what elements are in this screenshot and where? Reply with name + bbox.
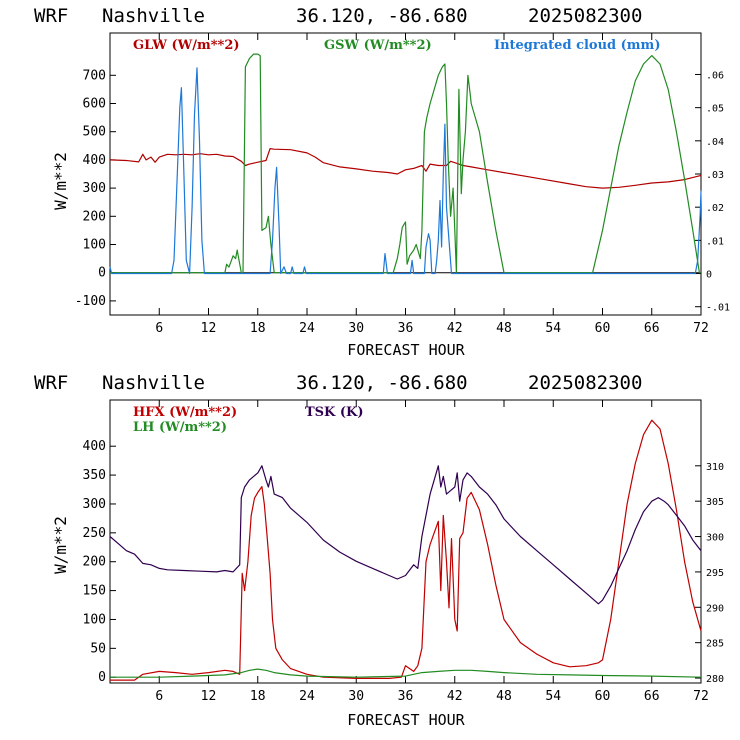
x-tick-label: 18: [250, 321, 266, 336]
radiation-cloud-chart: WRF Nashville 36.120, -86.680 2025082300…: [34, 5, 730, 359]
chart2-y2-axis: 280 285 290 295 300 305 310: [695, 462, 724, 685]
chart2-y-axis: 0 50 100 150 200 250 300 350 400: [83, 439, 116, 685]
x-tick-label: 12: [201, 321, 217, 336]
chart2-y-axis-label: W/m**2: [51, 516, 70, 574]
x-tick-label: 6: [155, 689, 163, 704]
chart2-run: 2025082300: [528, 372, 642, 394]
chart2-location: Nashville: [102, 372, 205, 394]
y-tick-label: 400: [83, 153, 106, 168]
y-tick-label: 700: [83, 68, 106, 83]
y2-tick-label: .05: [706, 104, 724, 115]
y2-tick-label: 300: [706, 533, 724, 544]
y-tick-label: 250: [83, 526, 106, 541]
x-tick-label: 30: [348, 321, 364, 336]
x-tick-label: 60: [595, 689, 611, 704]
y-tick-label: 500: [83, 125, 106, 140]
x-tick-label: 54: [545, 321, 561, 336]
chart1-y2-axis: -.01 0 .01 .02 .03 .04 .05 .06: [695, 70, 730, 314]
y-tick-label: 600: [83, 97, 106, 112]
y2-tick-label: -.01: [706, 303, 730, 314]
y2-tick-label: 285: [706, 639, 724, 650]
y-tick-label: 150: [83, 584, 106, 599]
x-tick-label: 6: [155, 321, 163, 336]
chart1-x-axis-label: FORECAST HOUR: [347, 341, 465, 359]
chart1-model: WRF: [34, 5, 68, 27]
y-tick-label: 350: [83, 468, 106, 483]
y2-tick-label: .01: [706, 236, 724, 247]
x-tick-label: 66: [644, 689, 660, 704]
y2-tick-label: .03: [706, 170, 724, 181]
x-tick-label: 36: [398, 321, 414, 336]
x-tick-label: 12: [201, 689, 217, 704]
y-tick-label: 0: [98, 266, 106, 281]
y-tick-label: 0: [98, 670, 106, 685]
y-tick-label: 300: [83, 497, 106, 512]
y2-tick-label: 0: [706, 270, 712, 281]
x-tick-label: 48: [496, 689, 512, 704]
chart1-x-axis: 6 12 18 24 30 36 42 48 54 60 66 72: [155, 33, 709, 336]
y-tick-label: 400: [83, 439, 106, 454]
chart1-coords: 36.120, -86.680: [296, 5, 468, 27]
flux-temperature-chart: WRF Nashville 36.120, -86.680 2025082300…: [34, 372, 724, 729]
legend-tsk: TSK (K): [305, 405, 364, 420]
y2-tick-label: .02: [706, 203, 724, 214]
y2-tick-label: .04: [706, 137, 724, 148]
y2-tick-label: 310: [706, 462, 724, 473]
chart2-model: WRF: [34, 372, 68, 394]
chart1-location: Nashville: [102, 5, 205, 27]
y-tick-label: -100: [75, 294, 106, 309]
x-tick-label: 18: [250, 689, 266, 704]
chart2-series: [109, 419, 702, 681]
legend-cloud: Integrated cloud (mm): [494, 38, 660, 53]
legend-hfx: HFX (W/m**2): [133, 405, 237, 420]
y-tick-label: 200: [83, 209, 106, 224]
chart2-x-axis: 6 12 18 24 30 36 42 48 54 60 66 72: [155, 400, 709, 704]
y2-tick-label: 290: [706, 603, 724, 614]
y2-tick-label: 295: [706, 568, 724, 579]
y2-tick-label: .06: [706, 70, 724, 81]
legend-gsw: GSW (W/m**2): [324, 38, 432, 53]
series-line-lh: [110, 668, 702, 678]
x-tick-label: 72: [693, 689, 709, 704]
y-tick-label: 100: [83, 238, 106, 253]
x-tick-label: 42: [447, 321, 463, 336]
legend-lh: LH (W/m**2): [133, 420, 227, 435]
x-tick-label: 66: [644, 321, 660, 336]
y-tick-label: 300: [83, 181, 106, 196]
x-tick-label: 36: [398, 689, 414, 704]
y-tick-label: 100: [83, 612, 106, 627]
x-tick-label: 60: [595, 321, 611, 336]
y2-tick-label: 280: [706, 674, 724, 685]
y2-tick-label: 305: [706, 497, 724, 508]
x-tick-label: 54: [545, 689, 561, 704]
series-line-gsw: [110, 53, 701, 274]
y-tick-label: 200: [83, 555, 106, 570]
chart1-y-axis: -100 0 100 200 300 400 500 600 700: [75, 68, 116, 309]
chart1-run: 2025082300: [528, 5, 642, 27]
chart2-x-axis-label: FORECAST HOUR: [347, 711, 465, 729]
series-line-cloud: [109, 67, 702, 275]
x-tick-label: 72: [693, 321, 709, 336]
series-line-hfx: [110, 419, 702, 681]
x-tick-label: 24: [299, 689, 315, 704]
chart1-y-axis-label: W/m**2: [51, 152, 70, 210]
y-tick-label: 50: [90, 641, 106, 656]
series-line-tsk: [109, 465, 702, 605]
series-line-glw: [109, 148, 702, 189]
x-tick-label: 24: [299, 321, 315, 336]
chart1-series: [109, 53, 702, 275]
legend-glw: GLW (W/m**2): [133, 38, 240, 53]
chart2-coords: 36.120, -86.680: [296, 372, 468, 394]
x-tick-label: 42: [447, 689, 463, 704]
x-tick-label: 30: [348, 689, 364, 704]
x-tick-label: 48: [496, 321, 512, 336]
